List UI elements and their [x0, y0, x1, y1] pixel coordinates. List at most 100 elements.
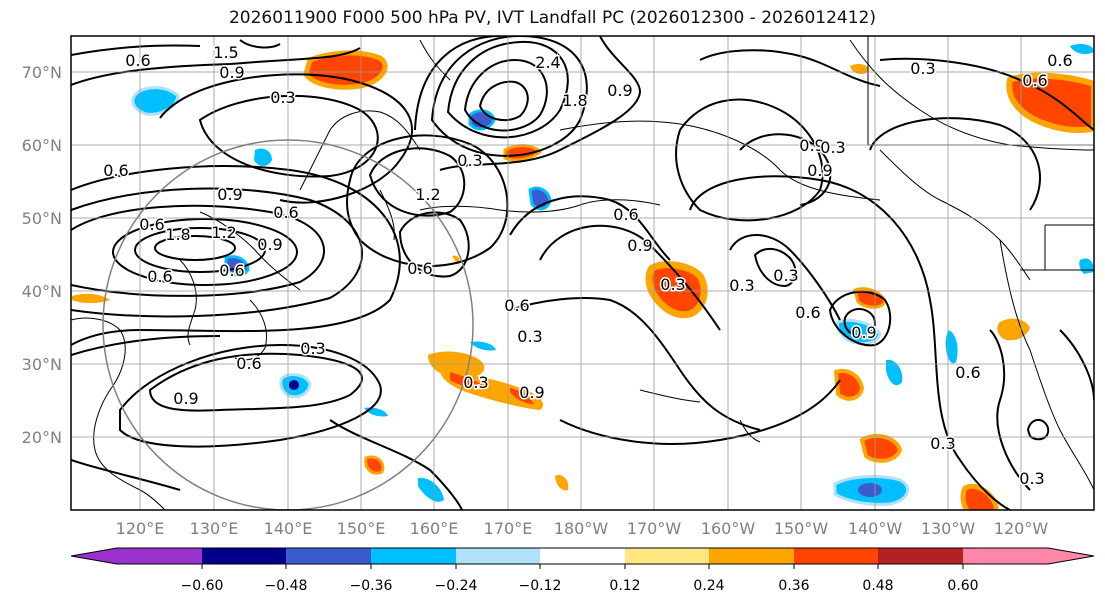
coastline [419, 199, 661, 213]
colorbar-bin [202, 548, 286, 564]
longitude-label: 130°E [190, 519, 239, 538]
colorbar-bin [371, 548, 456, 564]
pv-contours [71, 36, 1094, 510]
longitude-label: 130°W [921, 519, 976, 538]
coastline [639, 389, 701, 403]
coastline [179, 259, 197, 346]
colorbar: −0.60 −0.48 −0.36 −0.24 −0.12 0.12 0.24 0.36 0.4… [70, 547, 1095, 594]
longitude-labels: 120°E 130°E 140°E 150°E 160°E 170°E 180°W 170°W… [116, 519, 1049, 538]
contour-labels: 1.50.60.90.32.41.80.90.3 0.60.60.60.90.61… [3, 42, 1074, 490]
pv-contour-line [828, 290, 892, 347]
ivt-negative-area [945, 330, 958, 364]
ivt-negative-area [1070, 44, 1094, 54]
contour-label: 0.6 [1022, 71, 1047, 90]
pv-contour-line [430, 36, 588, 157]
ivt-positive-area [853, 287, 887, 309]
pv-contour-line [539, 224, 721, 331]
contour-label: 0.3 [930, 434, 955, 453]
contour-label: 0.6 [955, 363, 980, 382]
contour-label: 0.3 [910, 59, 935, 78]
contour-label: 0.9 [627, 236, 652, 255]
pv-contour-line [346, 134, 509, 268]
contour-label: 1.8 [165, 225, 190, 244]
ivt-positive-area [364, 455, 385, 475]
ivt-positive-area [645, 261, 708, 319]
ivt-negative-area [886, 359, 903, 386]
colorbar-extend-high [1048, 548, 1094, 564]
colorbar-outline [70, 547, 1095, 565]
pv-contour-line [119, 343, 382, 448]
map-frame [70, 35, 1095, 511]
pv-contour-line [989, 329, 1031, 491]
ivt-positive-area [1006, 72, 1094, 133]
contour-label: 0.3 [660, 275, 685, 294]
pv-contour-line [368, 147, 466, 217]
coastline [71, 317, 166, 510]
pv-contour-line [159, 73, 413, 204]
contour-label: 2.4 [535, 53, 560, 72]
longitude-label: 160°E [410, 519, 459, 538]
pv-contour-line [446, 40, 569, 139]
longitude-label: 150°W [774, 519, 829, 538]
pv-contour-line [559, 379, 841, 445]
graticule [71, 36, 1094, 510]
pv-contour-line [869, 117, 1041, 211]
colorbar-tick-label: 0.24 [693, 578, 724, 594]
region-circle [102, 139, 474, 510]
contour-label: 0.3 [1019, 469, 1044, 488]
map-title: 2026011900 F000 500 hPa PV, IVT Landfall… [228, 8, 876, 28]
contour-label: 0.6 [125, 51, 150, 70]
ivt-negative-area [224, 255, 250, 277]
contour-label: 0.9 [851, 323, 876, 342]
pv-contour-line [398, 211, 470, 278]
ivt-positive-area [450, 372, 484, 388]
contour-label: 0.9 [173, 389, 198, 408]
contour-label: 0.3 [729, 276, 754, 295]
coastline [379, 189, 395, 241]
contour-label: 0.3 [300, 339, 325, 358]
colorbar-bin [286, 548, 371, 564]
pv-contour-line [329, 419, 463, 510]
contour-label: 1.2 [415, 185, 440, 204]
contour-label: 0.6 [236, 354, 261, 373]
contour-label: 0.3 [3, 331, 28, 350]
contour-label: 0.6 [273, 203, 298, 222]
contour-label: 1.8 [562, 91, 587, 110]
latitude-label: 20°N [22, 428, 62, 447]
longitude-label: 140°W [848, 519, 903, 538]
pv-contour-line [739, 133, 832, 206]
latitude-labels: 70°N 60°N 50°N 40°N 30°N 20°N [22, 63, 62, 447]
colorbar-extend-low [71, 548, 117, 564]
colorbar-bin [456, 548, 540, 564]
coastline [559, 120, 881, 201]
ivt-negative-core [858, 483, 882, 497]
pv-contour-line [879, 57, 1094, 131]
pv-contour-line [699, 49, 881, 87]
pv-contour-line [71, 204, 325, 297]
pv-contour-line [154, 235, 236, 261]
colorbar-tick-label: −0.24 [435, 578, 478, 594]
ivt-positive-area [997, 318, 1030, 341]
coastline [739, 419, 761, 443]
ivt-positive-area [510, 388, 534, 404]
map-panel: 1.50.60.90.32.41.80.90.3 0.60.60.60.90.61… [3, 36, 1094, 510]
longitude-label: 120°E [116, 519, 165, 538]
colorbar-bin [540, 548, 625, 564]
contour-label: 0.3 [457, 151, 482, 170]
colorbar-tick-label: 0.60 [947, 578, 978, 594]
colorbar-tick-label: −0.12 [519, 578, 562, 594]
colorbar-bin [794, 548, 878, 564]
longitude-label: 160°W [701, 519, 756, 538]
contour-label: 0.3 [820, 138, 845, 157]
contour-label: 1.2 [211, 223, 236, 242]
pv-contour-line [112, 218, 298, 286]
colorbar-bin [625, 548, 709, 564]
pv-contour-line [71, 335, 221, 356]
contour-label: 1.5 [213, 43, 238, 62]
contour-label: 0.6 [147, 267, 172, 286]
ivt-positive-area [960, 483, 999, 510]
latitude-label: 60°N [22, 136, 62, 155]
coastline [299, 110, 421, 191]
ivt-positive-area [833, 369, 865, 401]
